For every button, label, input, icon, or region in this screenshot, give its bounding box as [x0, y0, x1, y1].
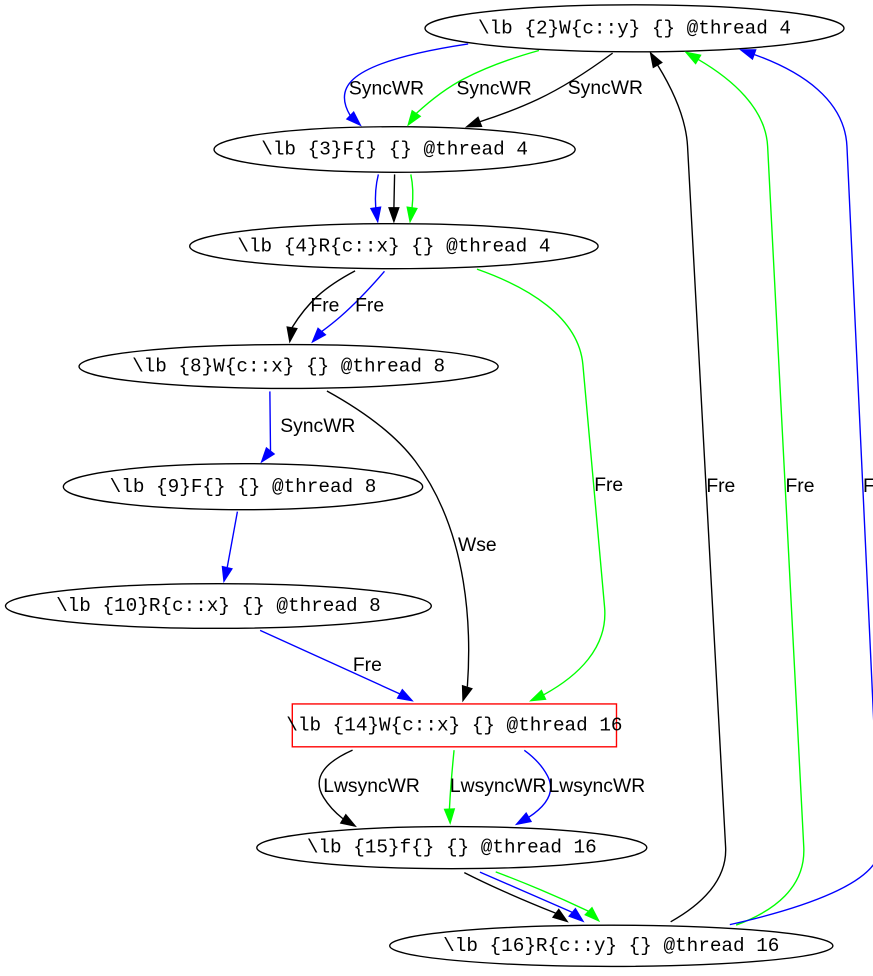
svg-text:\lb {14}W{c::x} {} @thread 16: \lb {14}W{c::x} {} @thread 16	[286, 714, 622, 736]
svg-text:SyncWR: SyncWR	[457, 79, 532, 100]
svg-text:\lb {2}W{c::y} {} @thread 4: \lb {2}W{c::y} {} @thread 4	[478, 17, 791, 39]
svg-text:SyncWR: SyncWR	[568, 78, 643, 99]
svg-text:LwsyncWR: LwsyncWR	[450, 776, 547, 797]
svg-text:LwsyncWR: LwsyncWR	[549, 776, 646, 797]
svg-text:SyncWR: SyncWR	[349, 79, 424, 100]
svg-text:Fre: Fre	[310, 296, 339, 317]
svg-text:\lb {10}R{c::x} {} @thread 8: \lb {10}R{c::x} {} @thread 8	[56, 595, 381, 617]
svg-text:\lb {15}f{} {} @thread 16: \lb {15}f{} {} @thread 16	[307, 837, 597, 859]
svg-text:Fre: Fre	[353, 655, 382, 676]
svg-text:Fre: Fre	[355, 296, 384, 317]
svg-text:\lb {4}R{c::x} {} @thread 4: \lb {4}R{c::x} {} @thread 4	[237, 235, 550, 257]
svg-text:\lb {16}R{c::y} {} @thread 16: \lb {16}R{c::y} {} @thread 16	[443, 935, 779, 957]
svg-text:\lb {3}F{} {} @thread 4: \lb {3}F{} {} @thread 4	[261, 139, 528, 161]
svg-text:Wse: Wse	[458, 535, 497, 556]
svg-text:Fre: Fre	[706, 476, 735, 497]
svg-text:\lb {9}F{} {} @thread 8: \lb {9}F{} {} @thread 8	[110, 476, 377, 498]
svg-text:LwsyncWR: LwsyncWR	[323, 776, 420, 797]
svg-text:Fre: Fre	[863, 476, 873, 497]
svg-text:\lb {8}W{c::x} {} @thread 8: \lb {8}W{c::x} {} @thread 8	[132, 356, 445, 378]
svg-text:SyncWR: SyncWR	[280, 416, 355, 437]
svg-text:Fre: Fre	[785, 476, 814, 497]
svg-text:Fre: Fre	[594, 475, 623, 496]
